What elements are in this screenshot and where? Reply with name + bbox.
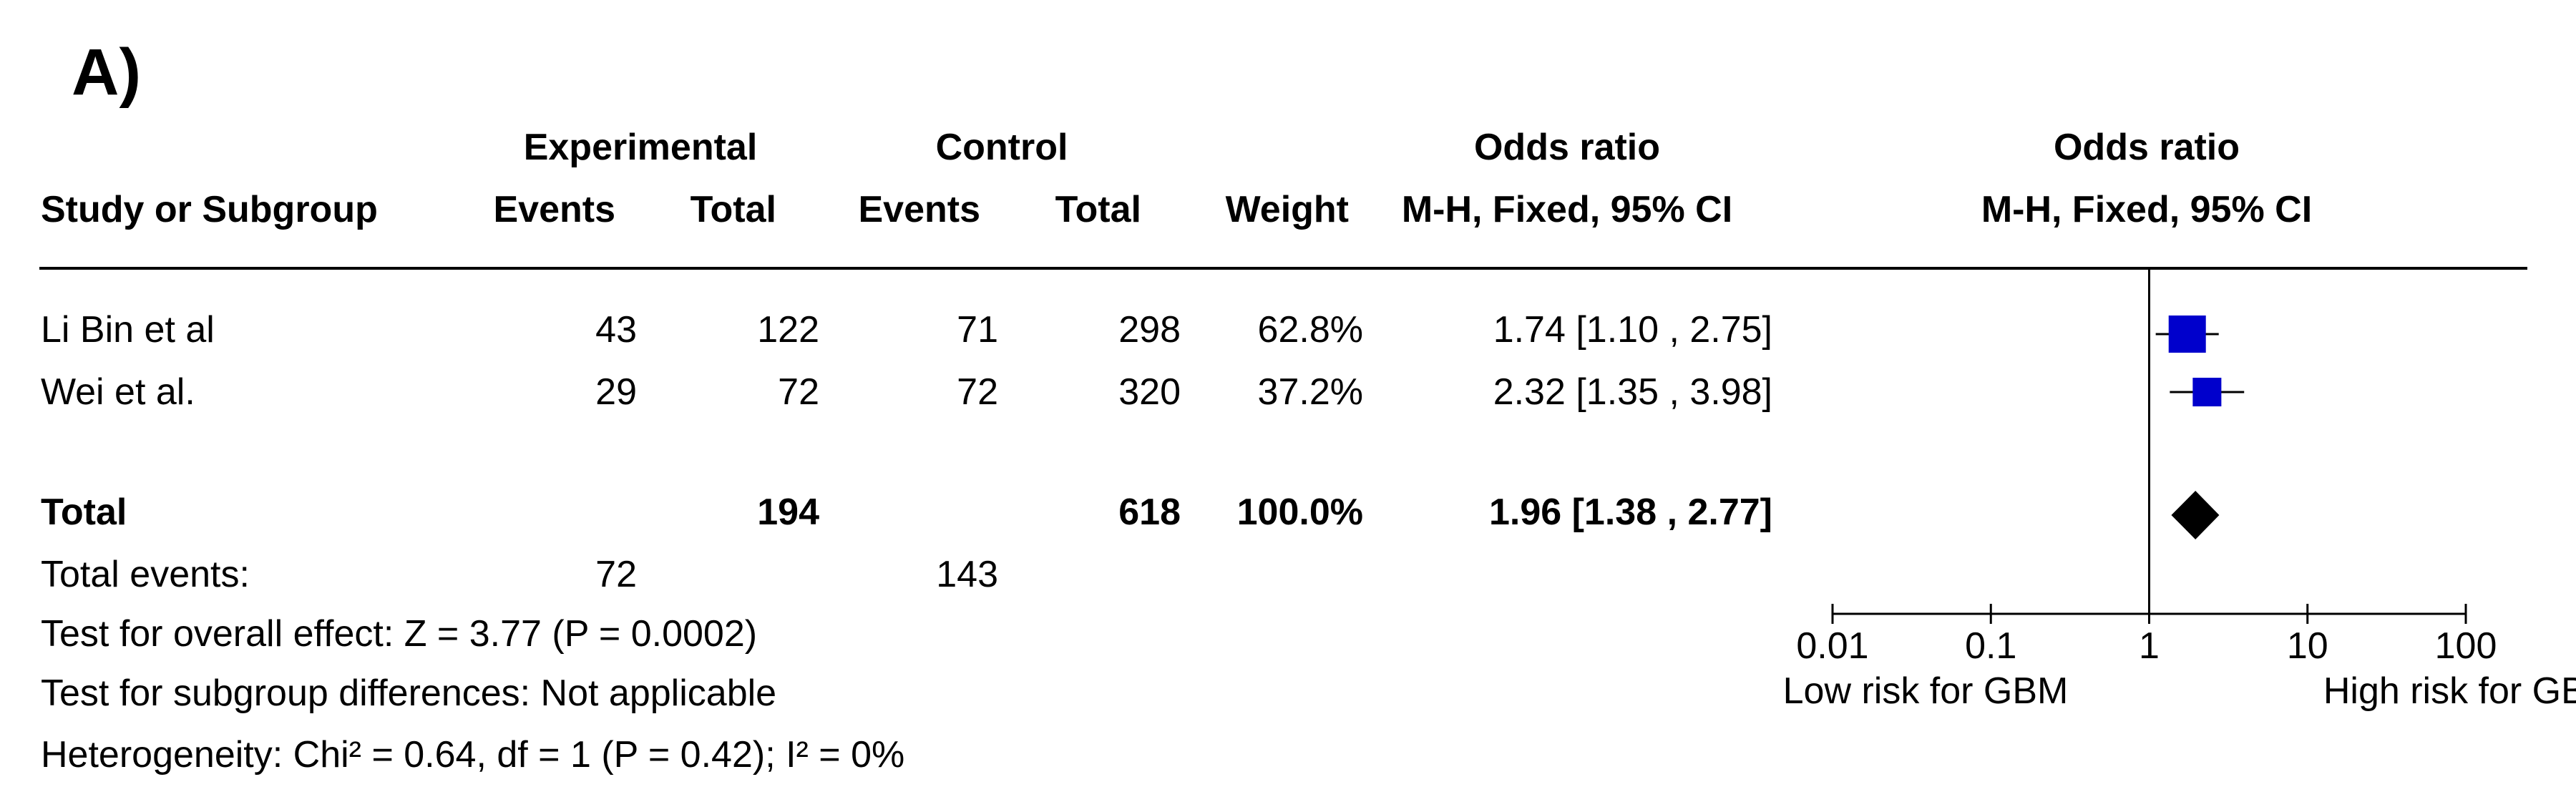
method-right-header: M-H, Fixed, 95% CI — [1981, 189, 2313, 230]
exp-total-header: Total — [690, 189, 776, 230]
total-ci: 1.96 [1.38 , 2.77] — [1488, 491, 1772, 533]
total-events-label: Total events: — [41, 554, 250, 595]
exp-total-cell: 72 — [778, 371, 819, 413]
experimental-header: Experimental — [523, 127, 758, 168]
ctl-total-sum: 618 — [1118, 491, 1181, 533]
summary-diamond — [2171, 491, 2220, 539]
exp-total-sum: 194 — [757, 491, 819, 533]
panel-label: A) — [72, 36, 142, 109]
study-or-square — [2192, 377, 2222, 407]
right-direction-label: High risk for GBM — [2323, 670, 2576, 712]
weight-header: Weight — [1225, 189, 1349, 230]
heterogeneity-note: Heterogeneity: Chi² = 0.64, df = 1 (P = … — [41, 734, 905, 776]
control-header: Control — [935, 127, 1068, 168]
total-label: Total — [41, 491, 127, 533]
method-left-header: M-H, Fixed, 95% CI — [1401, 189, 1733, 230]
total-events-ctl: 143 — [936, 554, 998, 595]
exp-events-cell: 43 — [595, 309, 637, 351]
x-tick-label: 0.1 — [1965, 625, 2016, 667]
x-tick-label: 100 — [2435, 625, 2497, 667]
exp-total-cell: 122 — [757, 309, 819, 351]
ctl-events-cell: 71 — [957, 309, 998, 351]
left-direction-label: Low risk for GBM — [1783, 670, 2069, 712]
total-weight: 100.0% — [1236, 491, 1363, 533]
x-tick-label: 1 — [2139, 625, 2160, 667]
ctl-total-cell: 298 — [1118, 309, 1181, 351]
study-column-header: Study or Subgroup — [41, 189, 378, 230]
ctl-total-header: Total — [1055, 189, 1141, 230]
exp-events-header: Events — [493, 189, 615, 230]
overall-effect-note: Test for overall effect: Z = 3.77 (P = 0… — [41, 613, 758, 655]
total-events-exp: 72 — [595, 554, 637, 595]
header-rule — [39, 267, 2527, 270]
x-tick-label: 10 — [2287, 625, 2328, 667]
exp-events-cell: 29 — [595, 371, 637, 413]
ci-cell: 1.74 [1.10 , 2.75] — [1493, 309, 1772, 351]
study-or-square — [2168, 316, 2206, 353]
weight-cell: 37.2% — [1257, 371, 1363, 413]
x-tick-label: 0.01 — [1796, 625, 1868, 667]
ctl-events-cell: 72 — [957, 371, 998, 413]
study-name: Wei et al. — [41, 371, 195, 413]
ctl-total-cell: 320 — [1118, 371, 1181, 413]
ctl-events-header: Events — [858, 189, 980, 230]
ci-cell: 2.32 [1.35 , 3.98] — [1493, 371, 1772, 413]
subgroup-note: Test for subgroup differences: Not appli… — [41, 672, 777, 714]
odds-ratio-left-header: Odds ratio — [1473, 127, 1661, 168]
weight-cell: 62.8% — [1257, 309, 1363, 351]
odds-ratio-right-header: Odds ratio — [2053, 127, 2240, 168]
study-name: Li Bin et al — [41, 309, 215, 351]
